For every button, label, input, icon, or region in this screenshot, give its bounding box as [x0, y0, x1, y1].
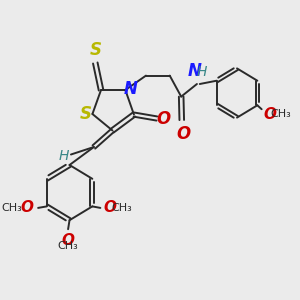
Text: O: O: [156, 110, 170, 128]
Text: CH₃: CH₃: [111, 203, 132, 213]
Text: CH₃: CH₃: [2, 203, 22, 213]
Text: O: O: [263, 107, 276, 122]
Text: N: N: [188, 62, 202, 80]
Text: O: O: [61, 233, 75, 248]
Text: O: O: [21, 200, 34, 215]
Text: S: S: [79, 105, 91, 123]
Text: N: N: [124, 80, 138, 98]
Text: CH₃: CH₃: [271, 109, 291, 119]
Text: CH₃: CH₃: [58, 241, 79, 250]
Text: H: H: [197, 64, 207, 79]
Text: S: S: [89, 41, 101, 59]
Text: H: H: [58, 149, 69, 163]
Text: O: O: [176, 125, 190, 143]
Text: O: O: [104, 200, 117, 215]
